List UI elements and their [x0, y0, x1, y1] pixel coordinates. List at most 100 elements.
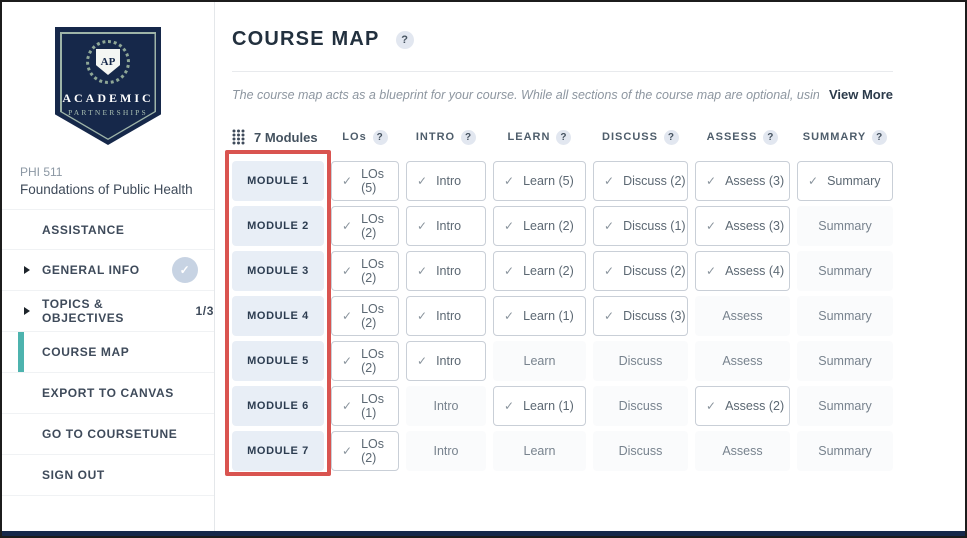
column-help-icon[interactable]: ?: [372, 129, 388, 145]
map-cell-module-5-los[interactable]: ✓ LOs (2): [331, 341, 399, 381]
cell-label: Assess: [722, 309, 763, 323]
cell-check-icon: ✓: [808, 174, 819, 188]
map-cell-module-5-learn[interactable]: Learn: [493, 341, 586, 381]
map-cell-module-2-intro[interactable]: ✓ Intro: [406, 206, 486, 246]
map-cell-module-1-los[interactable]: ✓ LOs (5): [331, 161, 399, 201]
map-cell-module-5-discuss[interactable]: Discuss: [593, 341, 688, 381]
map-cell-module-6-los[interactable]: ✓ LOs (1): [331, 386, 399, 426]
sidebar-item-course-map[interactable]: COURSE MAP: [2, 332, 214, 373]
module-button-1[interactable]: MODULE 1: [232, 161, 324, 201]
map-cell-module-4-assess[interactable]: Assess: [695, 296, 790, 336]
cell-check-icon: ✓: [342, 174, 353, 188]
cell-label: Intro: [436, 174, 462, 188]
map-cell-module-3-learn[interactable]: ✓ Learn (2): [493, 251, 586, 291]
map-cell-module-1-intro[interactable]: ✓ Intro: [406, 161, 486, 201]
column-header-assess: ASSESS?: [695, 129, 790, 145]
map-cell-module-3-assess[interactable]: ✓ Assess (4): [695, 251, 790, 291]
map-cell-module-6-assess[interactable]: ✓ Assess (2): [695, 386, 790, 426]
map-cell-module-4-learn[interactable]: ✓ Learn (1): [493, 296, 586, 336]
map-cell-module-6-discuss[interactable]: Discuss: [593, 386, 688, 426]
map-cell-module-2-discuss[interactable]: ✓ Discuss (1): [593, 206, 688, 246]
map-cell-module-7-los[interactable]: ✓ LOs (2): [331, 431, 399, 471]
map-cell-module-4-intro[interactable]: ✓ Intro: [406, 296, 486, 336]
map-cell-module-5-summary[interactable]: Summary: [797, 341, 893, 381]
sidebar-item-label: COURSE MAP: [42, 345, 130, 359]
sidebar-item-topics-objectives[interactable]: TOPICS & OBJECTIVES 1/3: [2, 291, 214, 332]
column-help-icon[interactable]: ?: [663, 129, 679, 145]
view-more-link[interactable]: View More: [828, 87, 893, 102]
sidebar-item-sign-out[interactable]: SIGN OUT: [2, 455, 214, 496]
map-cell-module-7-intro[interactable]: Intro: [406, 431, 486, 471]
column-help-icon[interactable]: ?: [461, 129, 477, 145]
map-cell-module-3-intro[interactable]: ✓ Intro: [406, 251, 486, 291]
cell-check-icon: ✓: [604, 309, 615, 323]
sidebar-item-export-to-canvas[interactable]: EXPORT TO CANVAS: [2, 373, 214, 414]
ap-shield-monogram: AP: [96, 49, 120, 75]
map-cell-module-1-assess[interactable]: ✓ Assess (3): [695, 161, 790, 201]
cell-label: Learn (5): [523, 174, 574, 188]
map-cell-module-6-summary[interactable]: Summary: [797, 386, 893, 426]
map-cell-module-6-learn[interactable]: ✓ Learn (1): [493, 386, 586, 426]
map-cell-module-2-los[interactable]: ✓ LOs (2): [331, 206, 399, 246]
cell-check-icon: ✓: [342, 264, 353, 278]
modules-count-label: 7 Modules: [254, 129, 318, 145]
cell-check-icon: ✓: [342, 399, 353, 413]
map-cell-module-1-summary[interactable]: ✓ Summary: [797, 161, 893, 201]
map-cell-module-2-summary[interactable]: Summary: [797, 206, 893, 246]
map-cell-module-5-assess[interactable]: Assess: [695, 341, 790, 381]
map-cell-module-2-learn[interactable]: ✓ Learn (2): [493, 206, 586, 246]
cell-check-icon: ✓: [504, 309, 515, 323]
window-footer-bar: [2, 531, 965, 536]
cell-label: LOs (1): [361, 392, 384, 420]
map-cell-module-3-los[interactable]: ✓ LOs (2): [331, 251, 399, 291]
column-help-icon[interactable]: ?: [872, 129, 888, 145]
map-cell-module-2-assess[interactable]: ✓ Assess (3): [695, 206, 790, 246]
map-cell-module-4-summary[interactable]: Summary: [797, 296, 893, 336]
academic-partnerships-logo: AP ACADEMIC PARTNERSHIPS: [55, 27, 161, 145]
map-cell-module-4-los[interactable]: ✓ LOs (2): [331, 296, 399, 336]
map-cell-module-3-summary[interactable]: Summary: [797, 251, 893, 291]
cell-label: Assess (4): [725, 264, 785, 278]
map-cell-module-6-intro[interactable]: Intro: [406, 386, 486, 426]
column-header-discuss: DISCUSS?: [593, 129, 688, 145]
map-cell-module-1-learn[interactable]: ✓ Learn (5): [493, 161, 586, 201]
map-cell-module-3-discuss[interactable]: ✓ Discuss (2): [593, 251, 688, 291]
module-button-5[interactable]: MODULE 5: [232, 341, 324, 381]
map-cell-module-7-summary[interactable]: Summary: [797, 431, 893, 471]
sidebar-item-general-info[interactable]: GENERAL INFO ✓: [2, 250, 214, 291]
column-help-icon[interactable]: ?: [556, 129, 572, 145]
module-button-2[interactable]: MODULE 2: [232, 206, 324, 246]
map-cell-module-4-discuss[interactable]: ✓ Discuss (3): [593, 296, 688, 336]
module-button-6[interactable]: MODULE 6: [232, 386, 324, 426]
expand-arrow-icon[interactable]: [24, 307, 30, 315]
sidebar-item-assistance[interactable]: ASSISTANCE: [2, 209, 214, 250]
cell-check-icon: ✓: [504, 174, 515, 188]
map-cell-module-7-assess[interactable]: Assess: [695, 431, 790, 471]
expand-arrow-icon[interactable]: [24, 266, 30, 274]
map-cell-module-1-discuss[interactable]: ✓ Discuss (2): [593, 161, 688, 201]
map-cell-module-5-intro[interactable]: ✓ Intro: [406, 341, 486, 381]
module-button-7[interactable]: MODULE 7: [232, 431, 324, 471]
cell-check-icon: ✓: [417, 174, 428, 188]
column-help-icon[interactable]: ?: [763, 129, 779, 145]
cell-label: LOs (2): [361, 437, 384, 465]
cell-check-icon: ✓: [417, 219, 428, 233]
cell-check-icon: ✓: [342, 309, 353, 323]
cell-label: Assess: [722, 354, 763, 368]
module-button-3[interactable]: MODULE 3: [232, 251, 324, 291]
map-cell-module-7-discuss[interactable]: Discuss: [593, 431, 688, 471]
cell-check-icon: ✓: [504, 399, 515, 413]
cell-label: LOs (2): [361, 302, 384, 330]
cell-label: Learn (2): [523, 264, 574, 278]
cell-check-icon: ✓: [604, 219, 615, 233]
course-info: PHI 511 Foundations of Public Health: [20, 165, 214, 197]
map-cell-module-7-learn[interactable]: Learn: [493, 431, 586, 471]
sidebar-item-go-to-coursetune[interactable]: GO TO COURSETUNE: [2, 414, 214, 455]
cell-label: Intro: [436, 264, 462, 278]
cell-label: Intro: [436, 309, 462, 323]
module-button-4[interactable]: MODULE 4: [232, 296, 324, 336]
cell-label: Summary: [818, 354, 872, 368]
course-map-help-icon[interactable]: ?: [395, 30, 414, 49]
course-title: Foundations of Public Health: [20, 182, 193, 197]
sidebar-item-label: TOPICS & OBJECTIVES: [42, 297, 125, 325]
